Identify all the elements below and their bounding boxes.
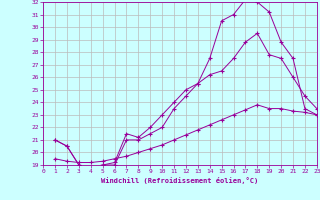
X-axis label: Windchill (Refroidissement éolien,°C): Windchill (Refroidissement éolien,°C) (101, 177, 259, 184)
